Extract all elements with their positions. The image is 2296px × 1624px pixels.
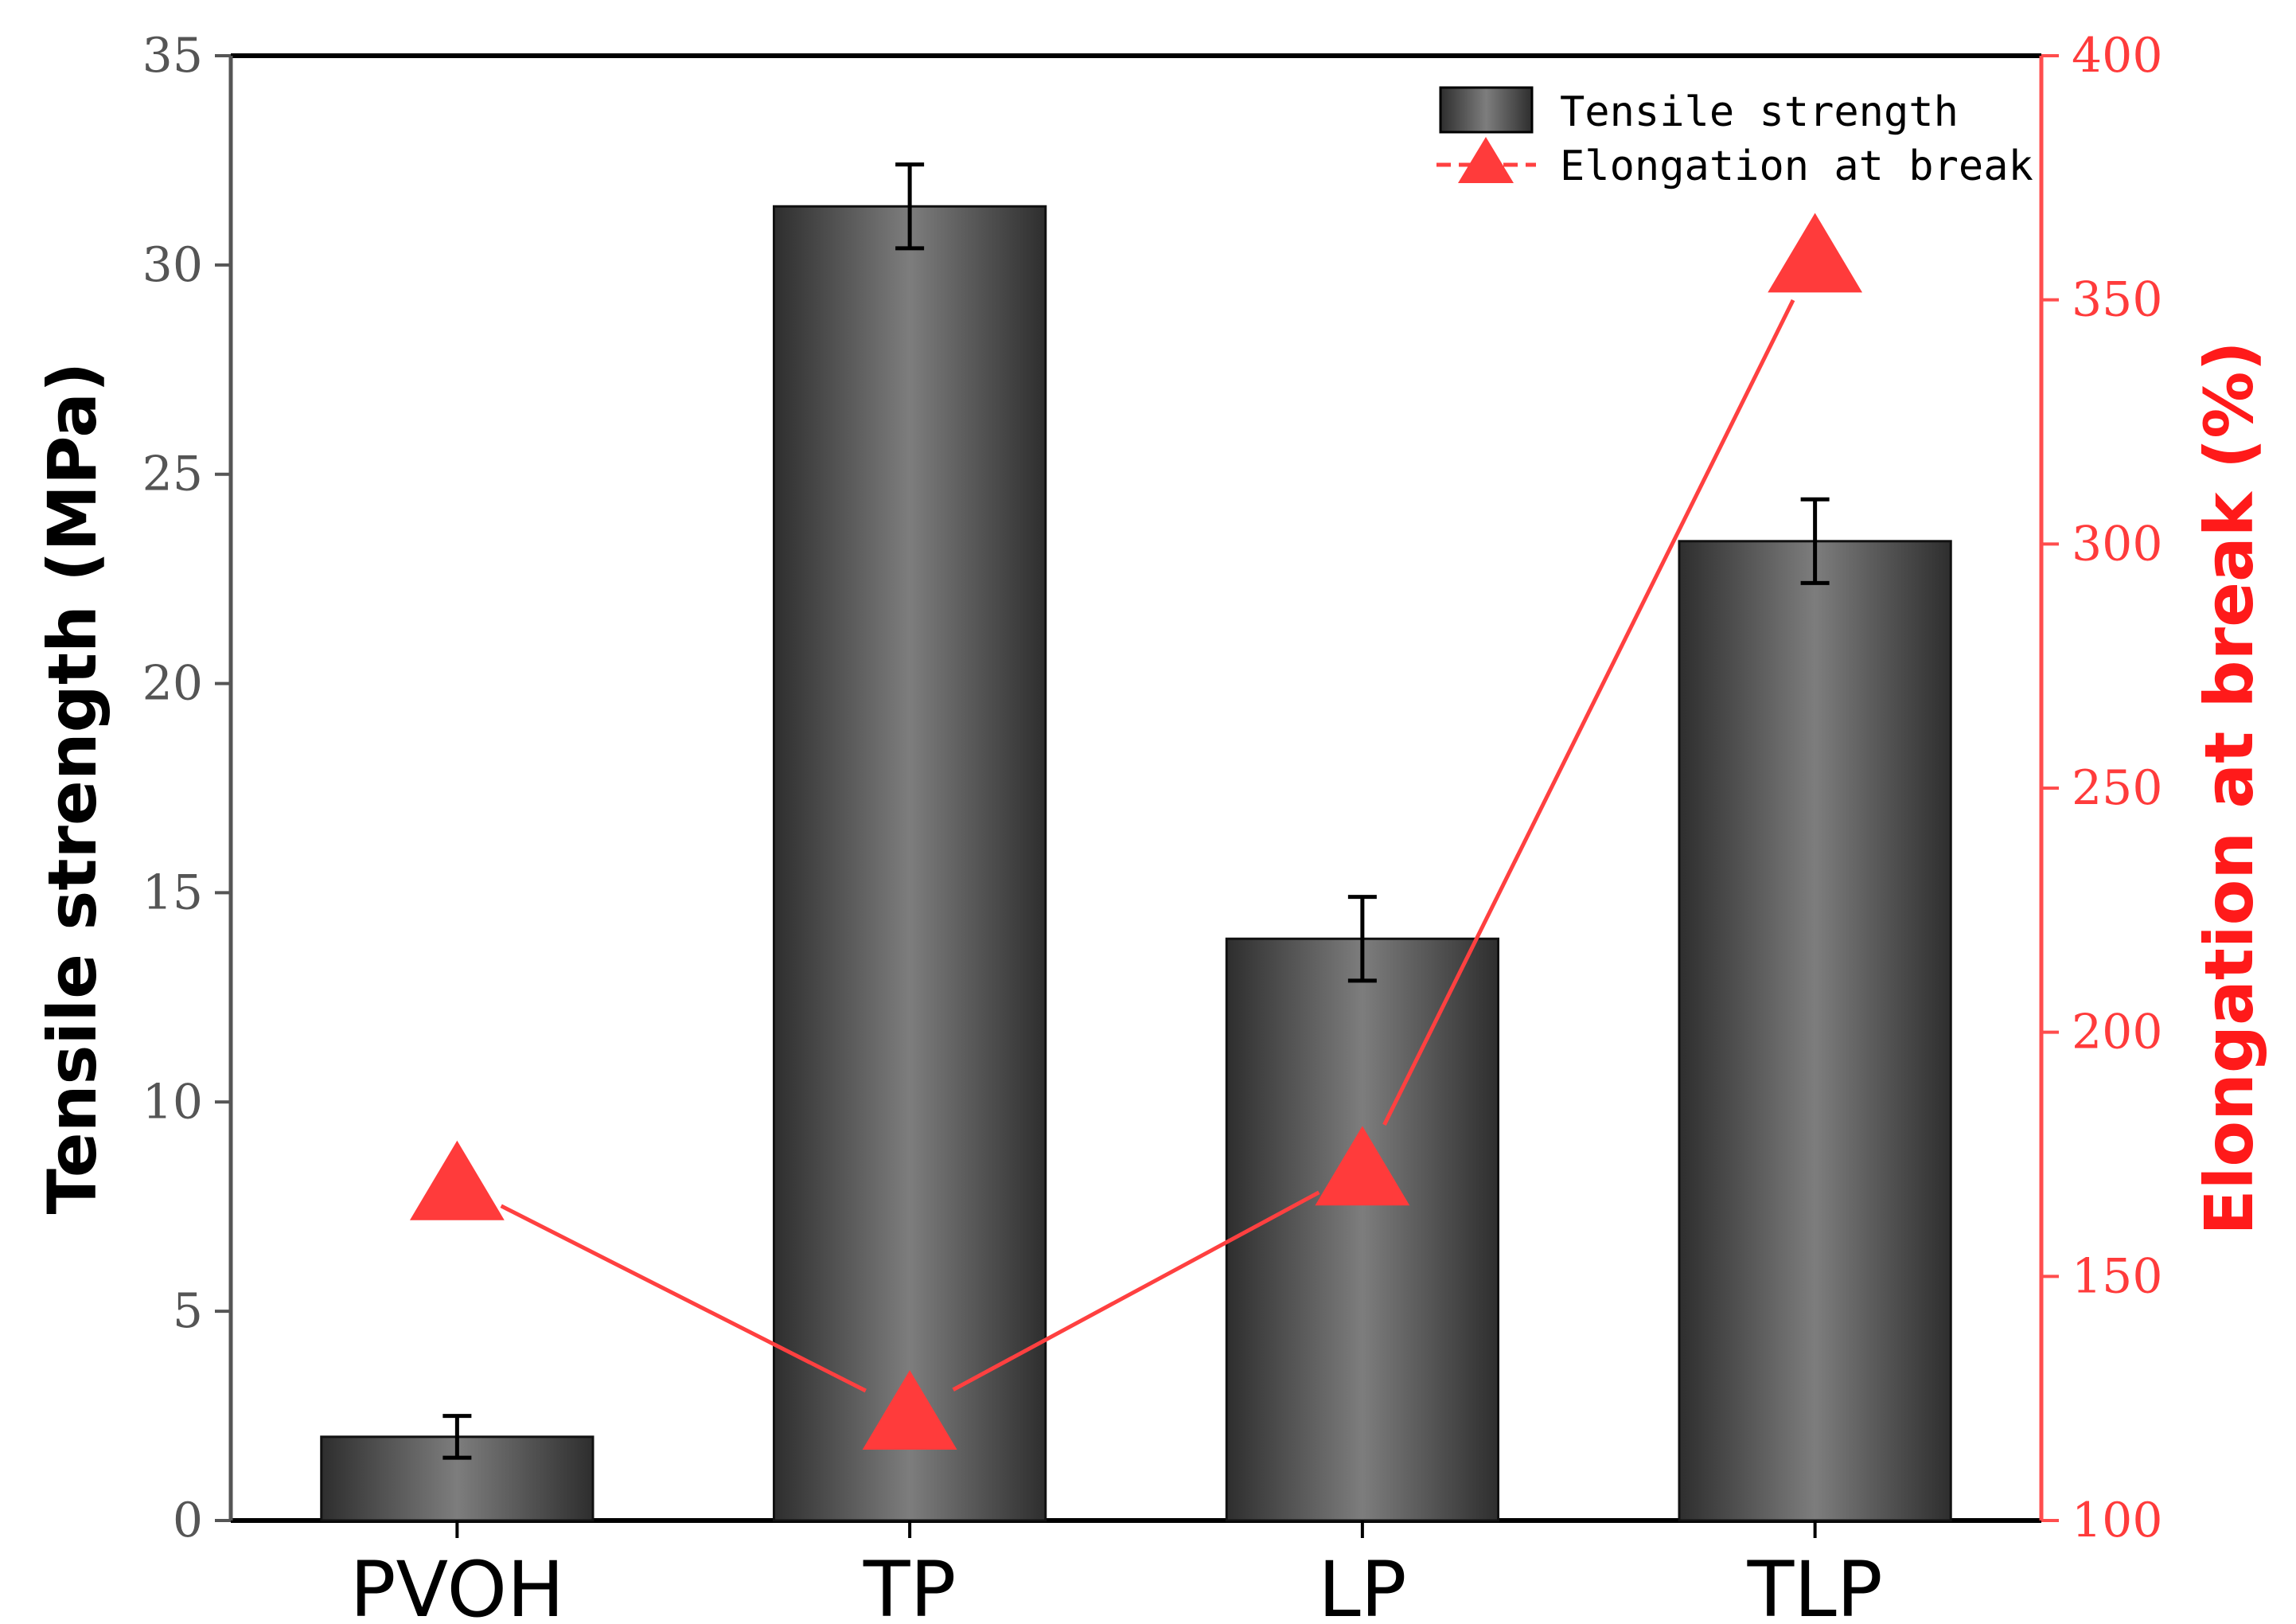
elongation-point-lp bbox=[1315, 1126, 1410, 1206]
elongation-series bbox=[409, 213, 1863, 1450]
left-tick-label: 0 bbox=[173, 1493, 203, 1548]
x-tick-label-tp: TP bbox=[863, 1545, 957, 1624]
bars bbox=[320, 205, 1952, 1522]
elongation-segment bbox=[500, 1204, 867, 1393]
x-tick-label-tlp: TLP bbox=[1747, 1545, 1883, 1624]
x-axis-ticks: PVOH TP LP TLP bbox=[350, 1521, 1883, 1624]
y-axis-label-left: Tensile strength (MPa) bbox=[33, 362, 111, 1215]
legend: Tensile strength Elongation at break bbox=[1436, 86, 2033, 190]
left-tick-label: 30 bbox=[142, 237, 203, 293]
left-tick-label: 25 bbox=[142, 447, 203, 502]
elongation-point-tp bbox=[862, 1370, 957, 1450]
right-tick-label: 200 bbox=[2072, 1005, 2163, 1060]
x-tick-label-lp: LP bbox=[1318, 1545, 1406, 1624]
legend-swatch-triangle bbox=[1458, 137, 1514, 183]
right-tick-label: 300 bbox=[2072, 516, 2163, 572]
elongation-segment bbox=[952, 1190, 1320, 1392]
bar-tlp bbox=[1678, 540, 1952, 1522]
left-tick-label: 20 bbox=[142, 656, 203, 712]
error-bars bbox=[442, 162, 1830, 1460]
legend-label-elongation: Elongation at break bbox=[1560, 142, 2033, 190]
left-axis-ticks: 0 5 10 15 20 25 30 35 bbox=[142, 28, 231, 1548]
elongation-point-tlp bbox=[1768, 213, 1863, 293]
left-tick-label: 10 bbox=[142, 1074, 203, 1130]
bar-tp bbox=[773, 205, 1047, 1522]
right-tick-label: 250 bbox=[2072, 760, 2163, 816]
elongation-segment bbox=[1382, 299, 1795, 1126]
y-axis-label-right: Elongation at break (%) bbox=[2190, 341, 2268, 1236]
left-tick-label: 15 bbox=[142, 865, 203, 920]
right-axis-ticks: 100 150 200 250 300 350 400 bbox=[2041, 28, 2163, 1548]
bar-lp bbox=[1225, 937, 1499, 1522]
right-tick-label: 150 bbox=[2072, 1248, 2163, 1304]
x-tick-label-pvoh: PVOH bbox=[350, 1545, 565, 1624]
elongation-point-pvoh bbox=[409, 1140, 505, 1220]
left-tick-label: 5 bbox=[173, 1283, 203, 1339]
right-tick-label: 100 bbox=[2072, 1493, 2163, 1548]
legend-swatch-bar bbox=[1439, 86, 1534, 134]
left-tick-label: 35 bbox=[142, 28, 203, 84]
legend-label-tensile: Tensile strength bbox=[1560, 88, 1959, 136]
right-tick-label: 400 bbox=[2072, 28, 2163, 84]
right-tick-label: 350 bbox=[2072, 272, 2163, 328]
